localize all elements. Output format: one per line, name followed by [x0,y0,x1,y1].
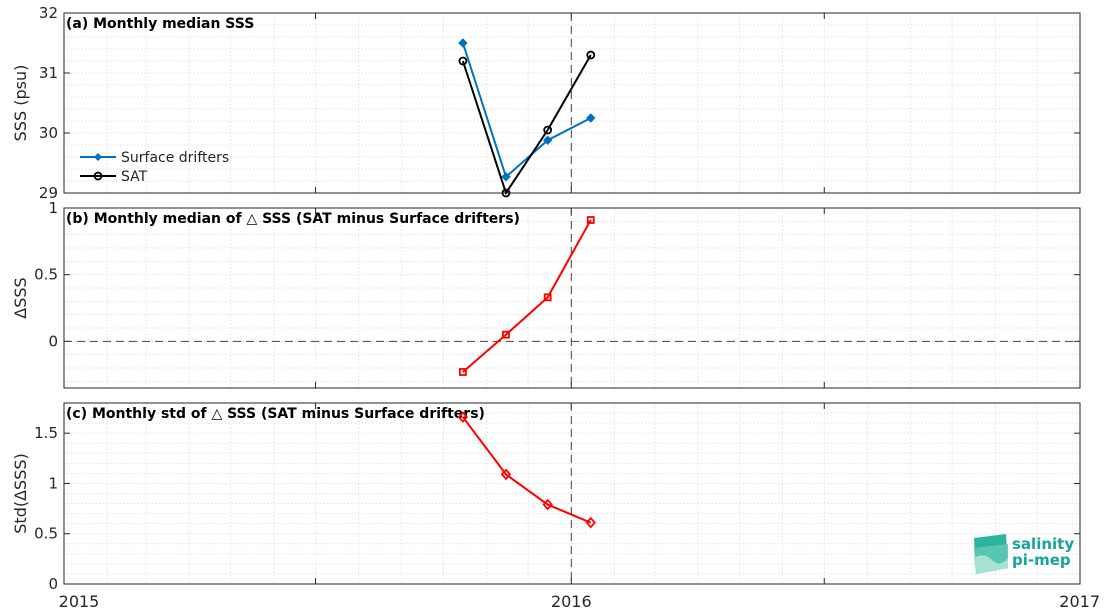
panel-title: (b) Monthly median of △ SSS (SAT minus S… [66,211,520,227]
salinity-pi-mep-logo: salinity pi-mep [970,532,1082,578]
plot-area [64,13,1080,193]
series-line [461,42,592,179]
y-tick-label: 31 [39,64,58,82]
x-tick-label: 2017 [1059,592,1100,610]
panel-title: (c) Monthly std of △ SSS (SAT minus Surf… [66,406,485,422]
data-point [542,135,553,145]
axes-box [63,402,1081,585]
data-point [500,468,512,481]
data-point [502,330,510,339]
data-point [501,188,511,198]
x-tick-label: 2015 [59,592,100,610]
data-point [586,50,596,60]
panel-1: 29 30 31 32 SSS (psu) (a) Monthly median SSS S… [11,4,1081,202]
y-tick-label: 1.5 [34,424,58,442]
y-tick-label: 1 [48,474,58,492]
plot-area [64,208,1080,388]
logo-line2: pi-mep [1012,551,1071,569]
data-point [542,498,553,511]
y-tick-label: 0.5 [34,525,58,543]
wave-logo-icon [974,534,1008,574]
data-point [501,172,511,182]
series-line [462,416,592,524]
data-point [586,113,596,123]
logo-line1: salinity [1012,535,1075,553]
y-tick-label: 32 [39,4,58,22]
data-point [458,368,467,376]
y-axis-label: SSS (psu) [11,65,30,142]
y-tick-label: 0.5 [34,266,58,284]
data-point [586,216,595,224]
data-point [458,38,468,48]
data-point [458,56,468,66]
x-tick-label: 2016 [551,592,592,610]
y-tick-label: 30 [39,124,58,142]
legend-marker [93,171,103,181]
axes-box [63,207,1081,389]
y-tick-label: 0 [48,575,58,593]
logo-text: salinity pi-mep [1012,536,1074,568]
panel-2: 0 0.5 1 ΔSSS (b) Monthly median of △ SSS (SA… [11,199,1081,389]
legend-label: SAT [121,169,148,185]
y-axis-label: Std(ΔSSS) [11,453,30,533]
y-tick-label: 1 [48,199,58,217]
data-point [543,293,552,302]
y-axis-label: ΔSSS [11,277,30,318]
data-point [543,125,553,135]
data-point [585,516,596,529]
series-line [461,54,592,196]
data-point [457,411,469,423]
legend-marker [94,153,102,161]
axes-box [63,12,1081,194]
series-line [462,219,592,373]
y-tick-label: 0 [48,332,58,350]
y-tick-label: 29 [39,184,58,202]
panel-title: (a) Monthly median SSS [66,16,254,32]
legend-label: Surface drifters [121,150,229,166]
